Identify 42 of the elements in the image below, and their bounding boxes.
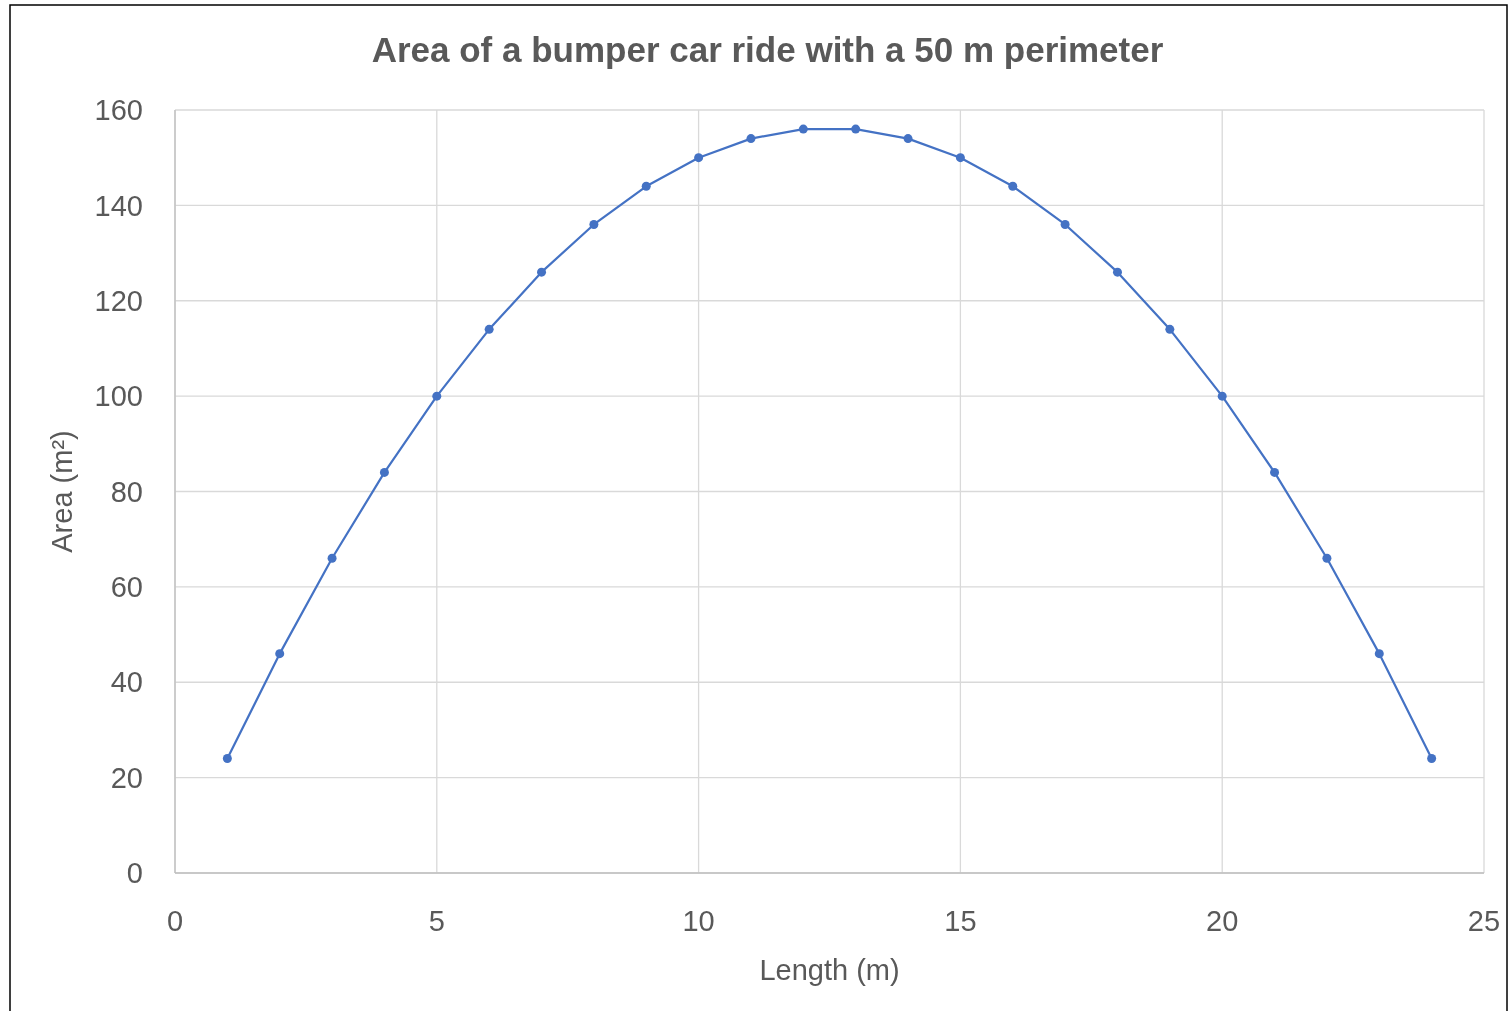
point bbox=[851, 124, 861, 134]
point bbox=[1374, 649, 1384, 659]
y-tick-label: 20 bbox=[110, 761, 143, 794]
point bbox=[1270, 467, 1280, 477]
y-tick-label: 140 bbox=[94, 189, 143, 222]
point bbox=[537, 267, 547, 277]
point bbox=[1322, 553, 1332, 563]
x-axis-title: Length (m) bbox=[759, 954, 900, 986]
x-tick-label: 10 bbox=[682, 905, 715, 937]
y-tick-label: 80 bbox=[110, 475, 143, 508]
x-tick-label: 15 bbox=[944, 905, 977, 937]
point bbox=[641, 181, 651, 191]
x-tick-label: 0 bbox=[166, 905, 184, 937]
y-tick-label: 160 bbox=[94, 94, 143, 127]
point bbox=[746, 134, 756, 144]
point bbox=[379, 467, 389, 477]
point bbox=[694, 153, 704, 163]
y-tick-label: 40 bbox=[110, 666, 143, 699]
y-axis-title: Area (m²) bbox=[46, 430, 78, 553]
point bbox=[1165, 324, 1175, 334]
point bbox=[955, 153, 965, 163]
point bbox=[903, 134, 913, 144]
y-tick-label: 100 bbox=[94, 380, 143, 413]
point bbox=[1060, 219, 1070, 229]
chart-title: Area of a bumper car ride with a 50 m perimeter bbox=[371, 30, 1164, 69]
point bbox=[275, 649, 285, 659]
point bbox=[484, 324, 494, 334]
point bbox=[1427, 754, 1437, 764]
x-tick-label: 5 bbox=[428, 905, 445, 937]
point bbox=[222, 754, 232, 764]
point bbox=[327, 553, 337, 563]
y-tick-label: 0 bbox=[126, 857, 143, 890]
x-tick-label: 20 bbox=[1206, 905, 1239, 937]
y-tick-label: 120 bbox=[94, 284, 143, 317]
point bbox=[1112, 267, 1122, 277]
point bbox=[1217, 391, 1227, 401]
y-tick-label: 60 bbox=[110, 571, 143, 604]
point bbox=[432, 391, 442, 401]
point bbox=[1008, 181, 1018, 191]
x-tick-label: 25 bbox=[1467, 905, 1501, 937]
point bbox=[589, 219, 599, 229]
point bbox=[798, 124, 808, 134]
